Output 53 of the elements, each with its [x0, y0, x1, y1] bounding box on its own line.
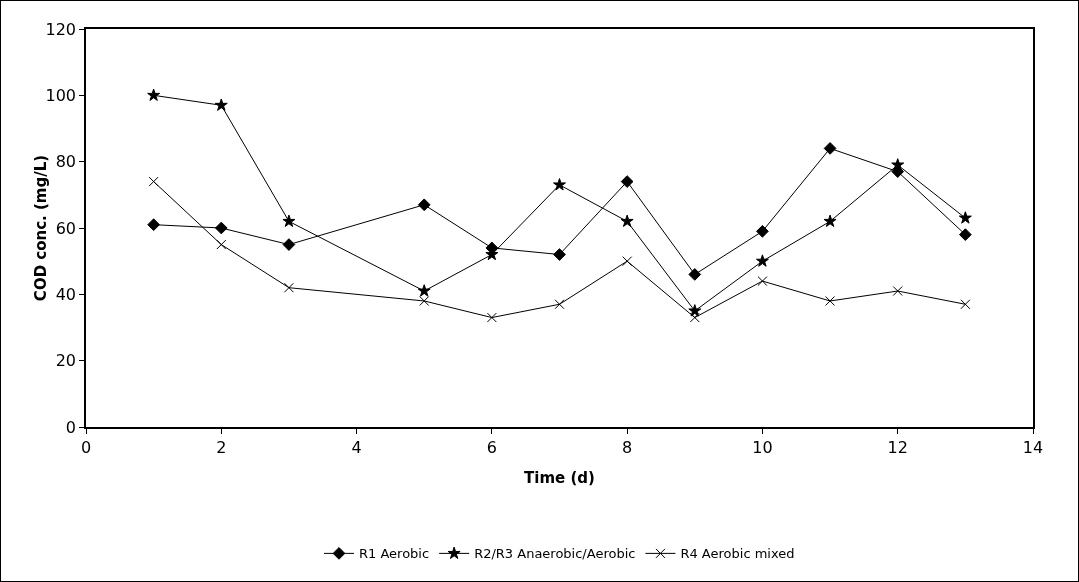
point — [755, 254, 769, 267]
y-axis-title: COD conc. (mg/L) — [31, 154, 50, 302]
point — [620, 175, 634, 188]
legend-label: R2/R3 Anaerobic/Aerobic — [474, 546, 636, 562]
point — [282, 238, 296, 251]
point — [622, 256, 633, 267]
y-tick-label: 0 — [65, 417, 77, 437]
point — [216, 239, 227, 250]
point — [960, 299, 971, 310]
point — [147, 88, 161, 101]
x-axis-title: Time (d) — [524, 468, 595, 487]
x-tick-label: 14 — [1022, 437, 1044, 457]
y-tick-label: 120 — [45, 19, 77, 39]
point — [282, 214, 296, 227]
point — [419, 295, 430, 306]
x-tick-label: 6 — [486, 437, 497, 457]
y-tick-label: 40 — [55, 284, 77, 304]
y-tick-label: 100 — [45, 85, 77, 105]
point — [825, 295, 836, 306]
point — [283, 282, 294, 293]
point — [892, 286, 903, 297]
x-tick-label: 0 — [80, 437, 92, 457]
x-tick-label: 12 — [887, 437, 908, 457]
point — [486, 312, 497, 323]
point — [553, 178, 566, 191]
y-tick-label: 60 — [55, 218, 77, 238]
x-tick-label: 2 — [216, 437, 227, 457]
point — [417, 284, 431, 297]
point — [891, 158, 905, 171]
point — [688, 268, 702, 281]
point — [553, 248, 566, 261]
point — [214, 221, 228, 235]
point — [959, 228, 972, 241]
y-tick-label: 20 — [55, 351, 77, 371]
legend-label: R1 Aerobic — [359, 546, 430, 562]
point — [417, 198, 431, 212]
y-tick-label: 80 — [55, 152, 77, 172]
legend-label: R4 Aerobic mixed — [680, 546, 795, 562]
point — [554, 299, 565, 310]
point — [147, 218, 160, 232]
point — [958, 211, 972, 224]
point — [823, 214, 837, 227]
point — [823, 142, 837, 155]
point — [689, 312, 700, 323]
point — [688, 304, 702, 317]
x-tick-label: 4 — [351, 437, 362, 457]
x-tick-label: 10 — [752, 437, 773, 457]
point — [620, 214, 634, 227]
x-tick-label: 8 — [622, 437, 633, 457]
point — [214, 98, 228, 111]
point — [757, 276, 768, 287]
point — [756, 224, 769, 238]
point — [148, 176, 159, 187]
